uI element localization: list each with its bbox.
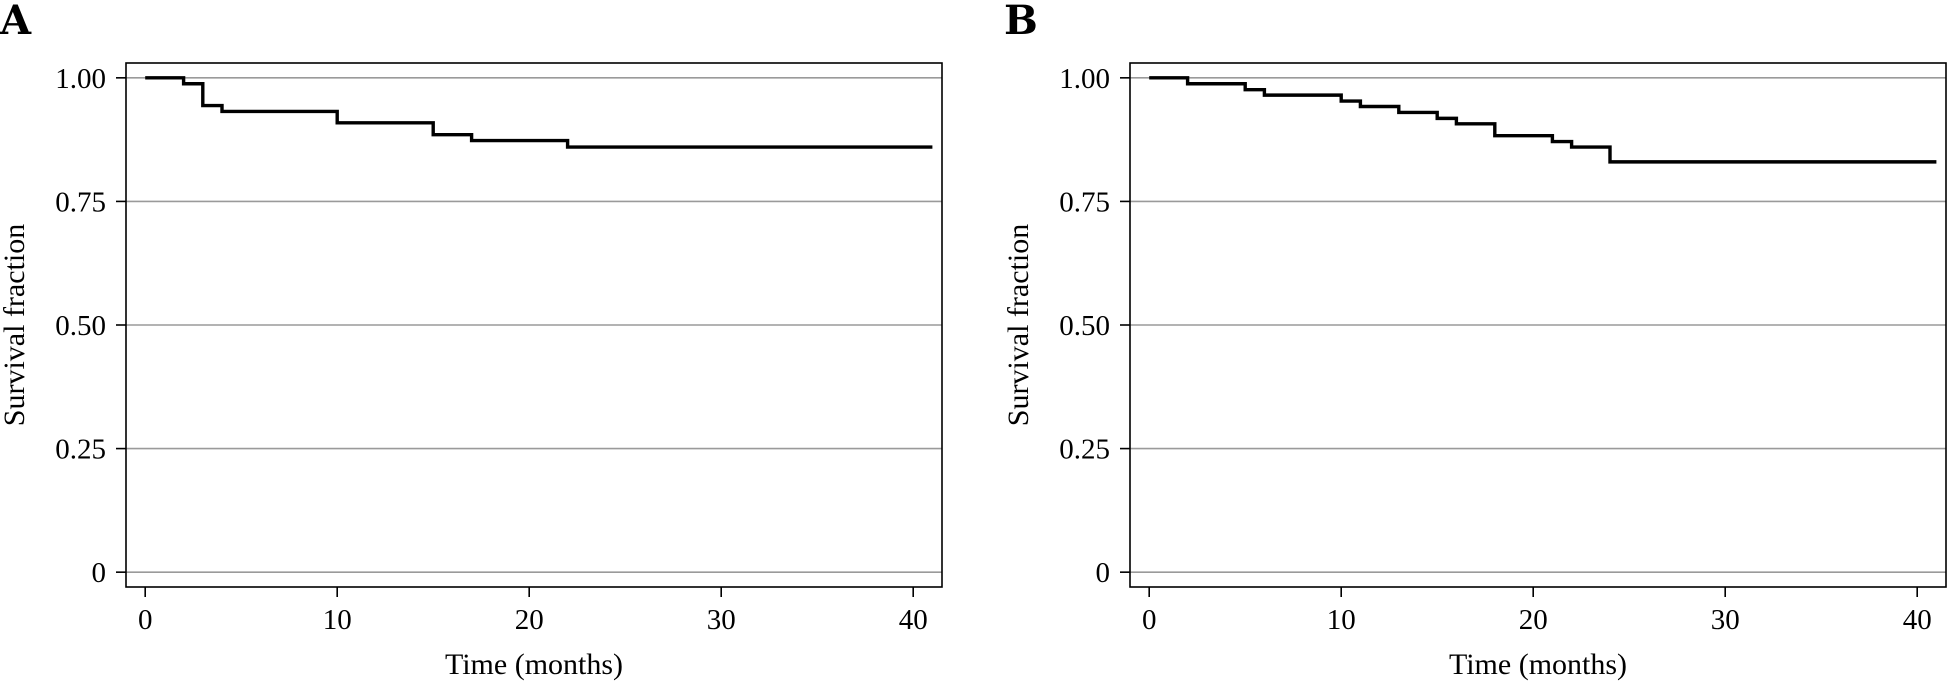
- y-tick-label: 0.75: [1059, 186, 1110, 218]
- x-tick-label: 0: [138, 604, 153, 636]
- survival-curve: [145, 76, 933, 149]
- x-tick-label: 20: [515, 604, 544, 636]
- y-tick-label: 0.50: [1059, 310, 1110, 342]
- x-tick-label: 10: [1327, 604, 1356, 636]
- panel-b: B 0 0.25 0.50 0.75 1.00 0 10 20 30 40 Time (months)…: [1002, 0, 1947, 681]
- panel-label: A: [0, 0, 32, 44]
- y-tick-label: 1.00: [55, 63, 106, 95]
- y-tick-label: 1.00: [1059, 63, 1110, 95]
- y-tick-label: 0.50: [55, 310, 106, 342]
- panel-label: B: [1004, 0, 1038, 44]
- survival-curve: [1149, 76, 1937, 164]
- x-tick-label: 20: [1519, 604, 1548, 636]
- x-tick-label: 40: [899, 604, 928, 636]
- y-tick-label: 0.25: [55, 434, 106, 466]
- y-tick-label: 0: [92, 557, 107, 589]
- y-tick-label: 0.25: [1059, 434, 1110, 466]
- x-tick-label: 40: [1903, 604, 1932, 636]
- x-axis-title: Time (months): [1449, 648, 1627, 681]
- panel-a: A 0 0.25 0.50 0.75 1.00 0 10 20 30 40 Time (months)…: [0, 0, 943, 681]
- x-tick-label: 30: [1711, 604, 1740, 636]
- y-axis-title: Survival fraction: [0, 224, 31, 426]
- y-tick-label: 0: [1096, 557, 1111, 589]
- x-axis-title: Time (months): [445, 648, 623, 681]
- y-tick-label: 0.75: [55, 186, 106, 218]
- x-tick-label: 30: [707, 604, 736, 636]
- x-tick-label: 10: [323, 604, 352, 636]
- x-tick-label: 0: [1142, 604, 1157, 636]
- y-axis-title: Survival fraction: [1002, 224, 1035, 426]
